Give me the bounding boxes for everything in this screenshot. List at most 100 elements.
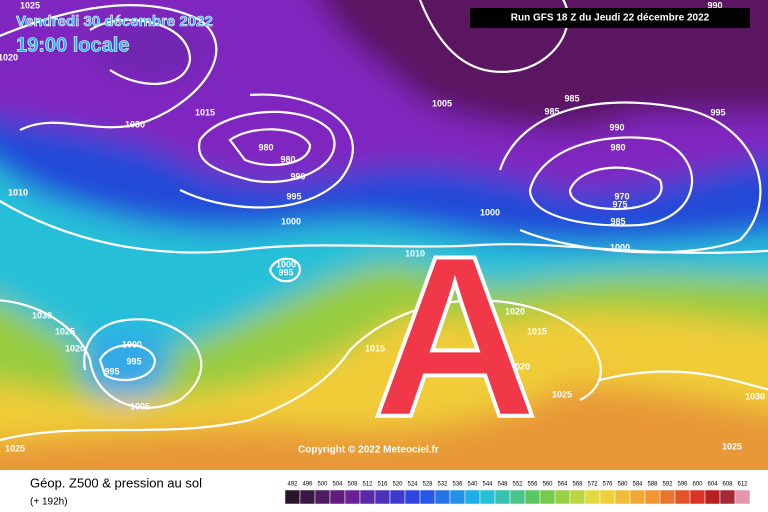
scale-label: 548 xyxy=(497,482,508,488)
scale-swatch xyxy=(659,489,676,505)
isobar-label: 1020 xyxy=(505,306,525,316)
isobar-label: 995 xyxy=(286,191,301,201)
isobar-label: 1005 xyxy=(432,98,452,108)
scale-label: 520 xyxy=(392,482,403,488)
scale-label: 492 xyxy=(287,482,298,488)
scale-swatch xyxy=(644,489,661,505)
scale-swatch xyxy=(719,489,736,505)
isobar-label: 1005 xyxy=(130,401,150,411)
isobar-label: 1030 xyxy=(125,119,145,129)
forecast-time: 19:00 locale xyxy=(16,34,129,56)
scale-swatch xyxy=(299,489,316,505)
scale-label: 584 xyxy=(632,482,643,488)
scale-swatch xyxy=(689,489,706,505)
scale-swatch xyxy=(554,489,571,505)
scale-label: 500 xyxy=(317,482,328,488)
isobar-label: 970 xyxy=(614,191,629,201)
isobar-label: 995 xyxy=(126,356,141,366)
scale-label: 588 xyxy=(647,482,658,488)
scale-swatch xyxy=(449,489,466,505)
isobar-label: 1025 xyxy=(722,441,742,451)
isobar-label: 1020 xyxy=(510,361,530,371)
scale-label: 612 xyxy=(737,482,748,488)
isobar-label: 1010 xyxy=(405,248,425,258)
isobar-label: 1025 xyxy=(5,443,25,453)
isobar-label: 1000 xyxy=(276,259,296,269)
scale-swatch xyxy=(674,489,691,505)
run-box xyxy=(470,8,750,28)
map: 1025 1020 1030 1015 1005 985 985 990 995 980 980 99… xyxy=(0,0,768,470)
scale-label: 508 xyxy=(347,482,358,488)
isobar-label: 1000 xyxy=(281,216,301,226)
isobar-label: 1000 xyxy=(610,242,630,252)
isobar-label: 985 xyxy=(564,93,579,103)
high-pressure-marker: A xyxy=(372,208,538,465)
isobar-label: 980 xyxy=(280,154,295,164)
scale-swatch xyxy=(359,489,376,505)
scale-swatch xyxy=(464,489,481,505)
scale-swatch xyxy=(614,489,631,505)
isobar-label: 1000 xyxy=(480,207,500,217)
isobar-label: 980 xyxy=(610,142,625,152)
isobar-label: 985 xyxy=(610,216,625,226)
scale-label: 604 xyxy=(707,482,718,488)
scale-label: 540 xyxy=(467,482,478,488)
scale-label: 516 xyxy=(377,482,388,488)
isobar-label: 1025 xyxy=(55,326,75,336)
scale-label: 592 xyxy=(662,482,673,488)
isobar-label: 1015 xyxy=(365,343,385,353)
scale-label: 576 xyxy=(602,482,613,488)
isobar-label: 1025 xyxy=(20,0,40,10)
footer-lead: (+ 192h) xyxy=(30,497,68,508)
scale-swatch xyxy=(344,489,361,505)
scale-label: 560 xyxy=(542,482,553,488)
scale-label: 564 xyxy=(557,482,568,488)
scale-swatch xyxy=(329,489,346,505)
scale-label: 536 xyxy=(452,482,463,488)
isobar-label: 975 xyxy=(612,199,627,209)
scale-label: 572 xyxy=(587,482,598,488)
scale-swatch xyxy=(374,489,391,505)
isobar-label: 1015 xyxy=(527,326,547,336)
isobar-label: 1020 xyxy=(65,343,85,353)
scale-label: 556 xyxy=(527,482,538,488)
scale-swatch xyxy=(539,489,556,505)
footer-title: Géop. Z500 & pression au sol xyxy=(30,475,202,490)
run-info: Run GFS 18 Z du Jeudi 22 décembre 2022 xyxy=(511,13,710,24)
scale-label: 532 xyxy=(437,482,448,488)
isobar-label: 990 xyxy=(707,0,722,10)
scale-swatch xyxy=(509,489,526,505)
scale-label: 600 xyxy=(692,482,703,488)
scale-label: 504 xyxy=(332,482,343,488)
isobar-label: 995 xyxy=(710,107,725,117)
scale-label: 596 xyxy=(677,482,688,488)
scale-swatch xyxy=(314,489,331,505)
scale-label: 580 xyxy=(617,482,628,488)
scale-label: 512 xyxy=(362,482,373,488)
scale-swatch xyxy=(584,489,601,505)
scale-label: 552 xyxy=(512,482,523,488)
scale-swatch xyxy=(569,489,586,505)
isobar-label: 990 xyxy=(290,171,305,181)
copyright: Copyright © 2022 Meteociel.fr xyxy=(298,445,439,456)
isobar-label: 1030 xyxy=(32,310,52,320)
scale-swatch xyxy=(284,489,301,505)
scale-swatch xyxy=(389,489,406,505)
isobar-label: 1010 xyxy=(8,187,28,197)
scale-swatch xyxy=(524,489,541,505)
forecast-date: Vendredi 30 décembre 2022 xyxy=(16,13,213,30)
isobar-label: 990 xyxy=(609,122,624,132)
isobar-label: 1030 xyxy=(745,391,765,401)
scale-swatch xyxy=(734,489,751,505)
scale-swatch xyxy=(479,489,496,505)
scale-swatch xyxy=(599,489,616,505)
scale-swatch xyxy=(704,489,721,505)
scale-swatch xyxy=(494,489,511,505)
scale-label: 608 xyxy=(722,482,733,488)
isobar-label: 995 xyxy=(278,267,293,277)
isobar-label: 1000 xyxy=(122,339,142,349)
isobar-label: 1025 xyxy=(552,389,572,399)
scale-label: 496 xyxy=(302,482,313,488)
scale-label: 524 xyxy=(407,482,418,488)
